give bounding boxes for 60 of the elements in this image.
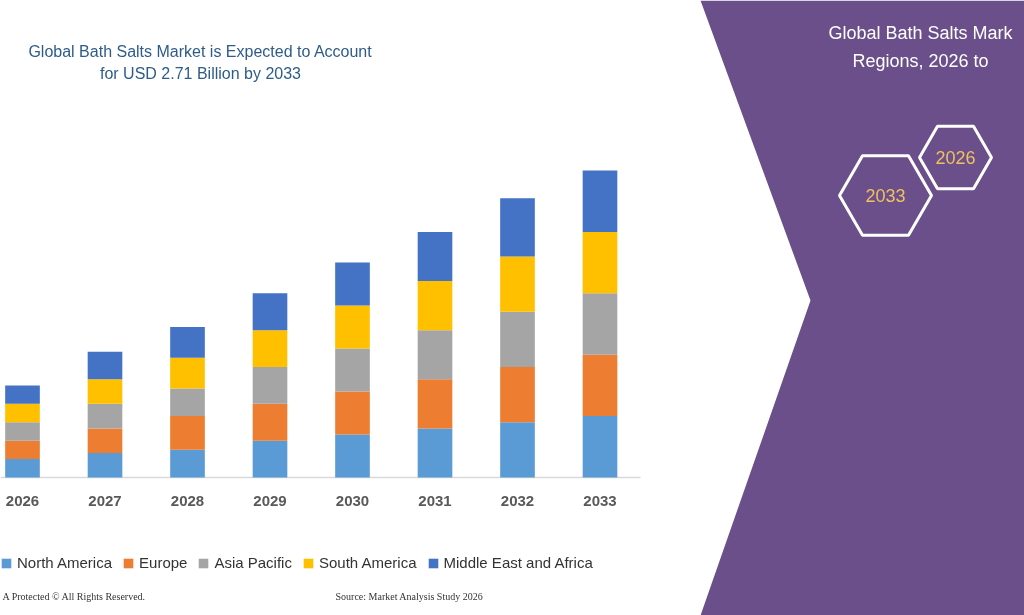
bar xyxy=(335,348,370,392)
bar xyxy=(170,388,205,417)
bar xyxy=(417,428,453,478)
bar xyxy=(417,379,453,429)
x-tick-label: 2033 xyxy=(583,491,617,509)
bar xyxy=(582,231,618,294)
bar xyxy=(582,354,618,417)
x-tick-label: 2032 xyxy=(500,491,535,509)
bar xyxy=(252,293,288,331)
text: Regions, 2026 to xyxy=(852,50,989,71)
bar xyxy=(252,440,288,478)
legend-label: Asia Pacific xyxy=(214,554,292,571)
bar xyxy=(87,351,123,380)
bar xyxy=(170,449,205,478)
legend-label: South America xyxy=(318,554,417,571)
text: Global Bath Salts Mark xyxy=(828,22,1014,43)
bar xyxy=(335,391,370,435)
text: A Protected © All Rights Reserved. xyxy=(2,591,146,602)
bar xyxy=(500,311,535,367)
bar xyxy=(417,281,453,331)
bar xyxy=(252,366,288,404)
bar xyxy=(87,403,123,429)
bar xyxy=(87,428,123,453)
bar xyxy=(5,422,40,441)
bar xyxy=(500,198,535,257)
bar xyxy=(335,434,370,478)
bar xyxy=(417,330,453,380)
x-tick-label: 2031 xyxy=(418,491,452,509)
bar xyxy=(252,330,288,367)
bar xyxy=(582,416,618,478)
bar xyxy=(500,366,535,423)
bar xyxy=(170,416,205,450)
x-tick-label: 2027 xyxy=(88,491,122,509)
bar xyxy=(170,327,205,358)
legend-label: North America xyxy=(17,554,113,571)
legend-label: Middle East and Africa xyxy=(443,554,593,571)
x-tick-label: 2026 xyxy=(5,491,40,509)
x-tick-label: 2030 xyxy=(335,491,370,509)
bar xyxy=(500,422,535,478)
bar xyxy=(417,231,453,282)
bar xyxy=(5,385,40,404)
bar xyxy=(170,357,205,389)
bar xyxy=(87,452,123,478)
bar xyxy=(87,379,123,404)
bar xyxy=(252,403,288,441)
bar xyxy=(582,293,618,355)
source-note: Source: Market Analysis Study 2026 xyxy=(335,591,483,602)
bar xyxy=(500,256,535,312)
bar xyxy=(335,305,370,349)
x-tick-label: 2028 xyxy=(170,491,205,509)
bar xyxy=(5,459,40,478)
text: 2026 xyxy=(935,148,976,168)
chart-title: Global Bath Salts Market is Expected to Account for USD 2.71 Billion by 2033 xyxy=(28,42,373,83)
x-tick-label: 2029 xyxy=(253,491,287,509)
legend-label: Europe xyxy=(139,554,188,571)
bar xyxy=(5,403,40,423)
bar xyxy=(582,170,618,232)
bar xyxy=(5,440,40,460)
bar xyxy=(335,262,370,306)
text: 2033 xyxy=(865,186,906,206)
